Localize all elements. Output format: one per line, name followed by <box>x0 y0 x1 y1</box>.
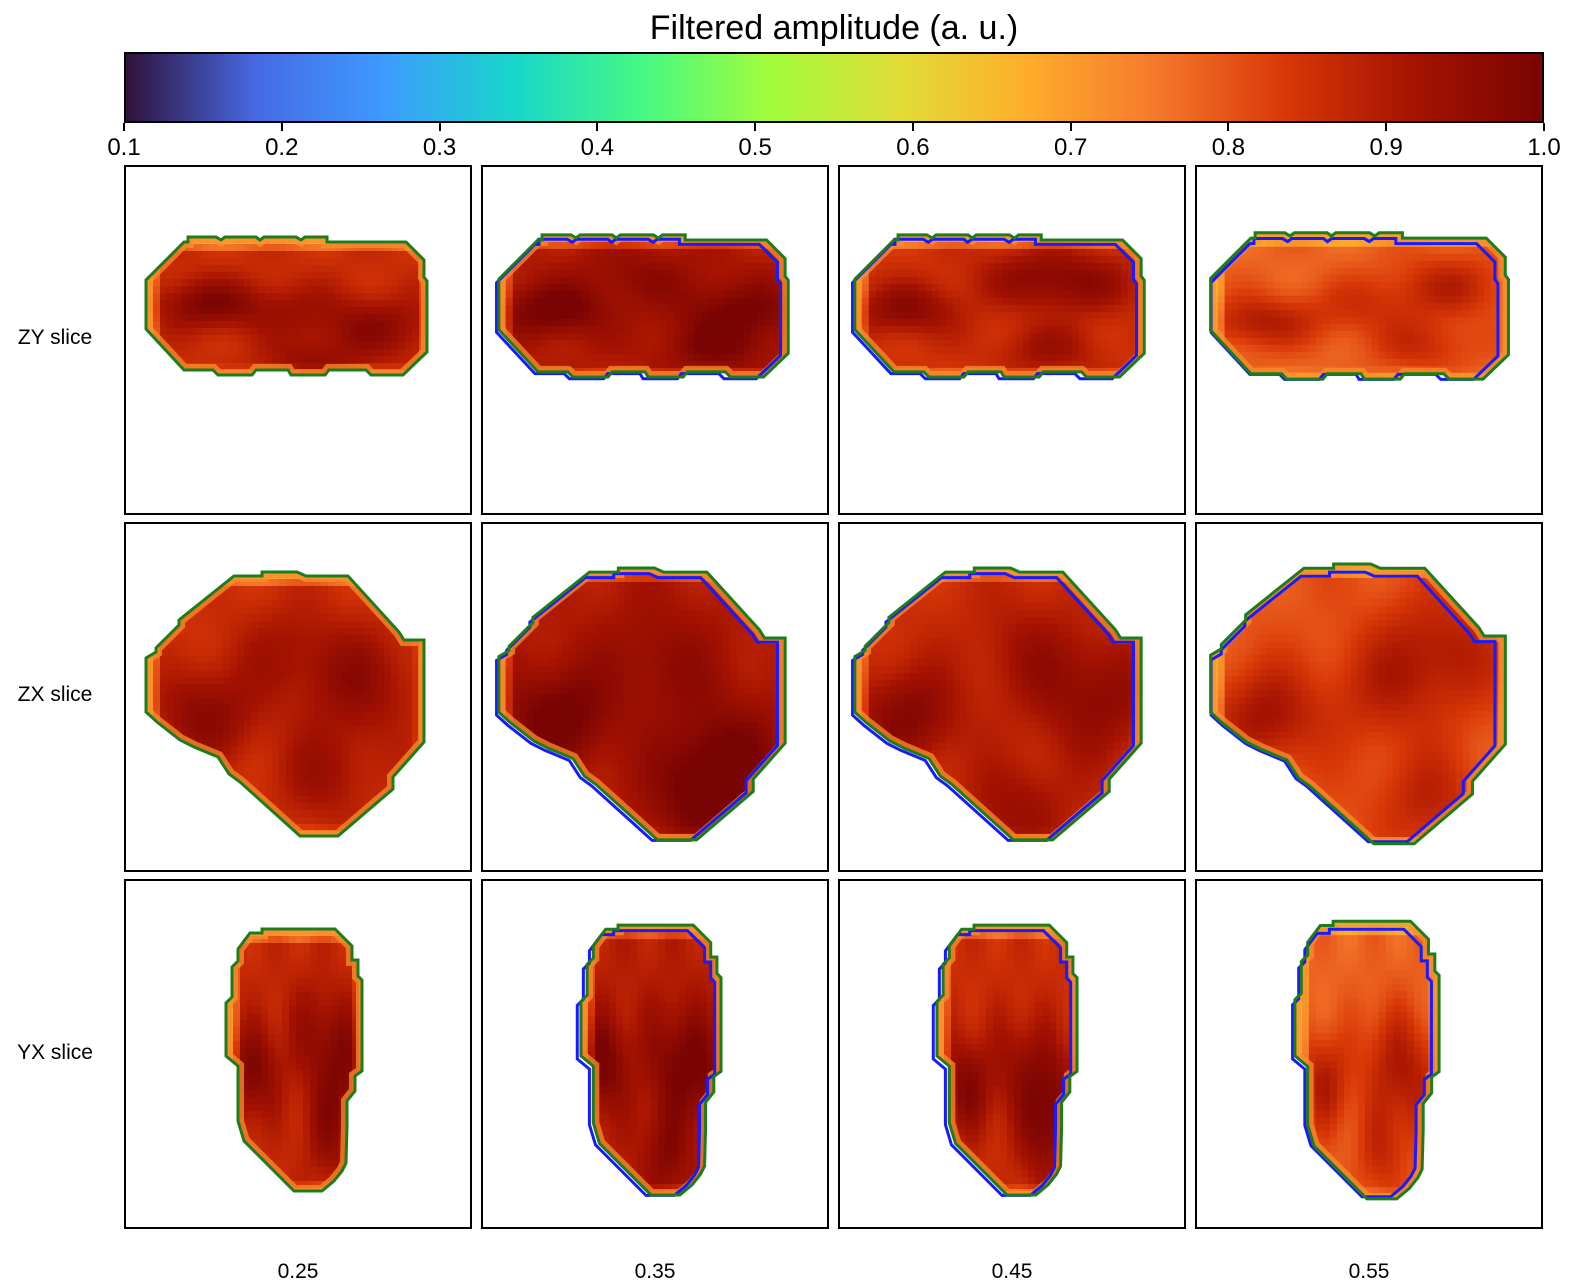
reconstruction-outline <box>579 923 723 1197</box>
reference-outline <box>1209 570 1497 844</box>
reconstruction-outline <box>224 927 364 1193</box>
panel-yx-0.55 <box>1195 879 1543 1229</box>
colorbar-tick-mark <box>438 123 441 131</box>
colorbar-tick-mark <box>596 123 599 131</box>
colorbar-tick-label: 0.9 <box>1369 134 1403 161</box>
colorbar-tick-label: 0.6 <box>896 134 930 161</box>
panel-zx-0.35 <box>481 522 829 872</box>
reconstruction-outline <box>853 566 1143 842</box>
panel-zy-0.45 <box>838 165 1186 515</box>
reference-outline <box>1291 927 1433 1199</box>
column-label-1: 0.25 <box>277 1260 319 1283</box>
amplitude-map <box>498 234 789 378</box>
column-label-4: 0.55 <box>1348 1260 1390 1283</box>
reconstruction-outline <box>497 233 790 379</box>
slice-image <box>1209 231 1510 381</box>
amplitude-map <box>1294 921 1440 1199</box>
panel-zy-0.25 <box>124 165 472 515</box>
slice-image <box>495 566 787 842</box>
reconstruction-outline <box>935 923 1079 1197</box>
colorbar-tick-label: 0.5 <box>738 134 772 161</box>
slice-image <box>224 927 364 1193</box>
colorbar-tick-label: 1.0 <box>1527 134 1561 161</box>
colorbar-tick-label: 0.4 <box>580 134 615 161</box>
colorbar-tick-label: 0.3 <box>422 134 457 161</box>
reconstruction-outline <box>144 235 429 377</box>
colorbar-tick-label: 0.1 <box>107 134 141 161</box>
reference-outline <box>931 929 1073 1197</box>
colorbar-tick-mark <box>1543 123 1545 131</box>
slice-image <box>495 233 790 381</box>
reference-outline <box>851 237 1138 381</box>
slice-image <box>851 233 1146 381</box>
slice-image <box>1291 919 1441 1201</box>
colorbar-tick-mark <box>911 123 914 131</box>
amplitude-map <box>1210 232 1509 380</box>
row-label-yx: YX slice <box>17 1041 93 1064</box>
panel-yx-0.35 <box>481 879 829 1229</box>
row-label-zx: ZX slice <box>17 683 93 706</box>
colorbar-tick-label: 0.7 <box>1053 134 1088 161</box>
colorbar-tick-mark <box>123 123 125 131</box>
colorbar-tick-mark <box>1227 123 1230 131</box>
colorbar-title: Filtered amplitude (a. u.) <box>649 9 1019 47</box>
column-label-3: 0.45 <box>991 1260 1033 1283</box>
reconstruction-outline <box>1209 231 1510 381</box>
colorbar-tick-mark <box>1069 123 1072 131</box>
row-label-zy: ZY slice <box>17 326 93 349</box>
reference-outline <box>1209 237 1500 381</box>
colorbar-tick-label: 0.2 <box>265 134 299 161</box>
reference-outline <box>495 237 782 381</box>
panel-yx-0.45 <box>838 879 1186 1229</box>
colorbar-tick-mark <box>280 123 283 131</box>
reconstruction-outline <box>497 566 787 842</box>
reconstruction-outline <box>144 570 426 838</box>
colorbar-tick-mark <box>754 123 757 131</box>
panel-zx-0.25 <box>124 522 472 872</box>
reconstruction-outline <box>853 233 1146 379</box>
colorbar <box>124 52 1544 123</box>
colorbar-tick-label: 0.8 <box>1211 134 1246 161</box>
panel-zy-0.35 <box>481 165 829 515</box>
amplitude-map <box>854 234 1145 378</box>
slice-image <box>851 566 1143 842</box>
panel-zy-0.55 <box>1195 165 1543 515</box>
slice-image <box>1209 562 1507 846</box>
slice-image <box>575 923 723 1197</box>
panel-yx-0.25 <box>124 879 472 1229</box>
panel-zx-0.55 <box>1195 522 1543 872</box>
colorbar-tick-mark <box>1385 123 1388 131</box>
amplitude-map <box>580 925 722 1195</box>
reconstruction-outline <box>1209 562 1507 846</box>
column-label-2: 0.35 <box>634 1260 676 1283</box>
reference-outline <box>575 929 717 1197</box>
slice-image <box>931 923 1079 1197</box>
slice-image <box>144 570 426 838</box>
panel-zx-0.45 <box>838 522 1186 872</box>
amplitude-map <box>146 237 427 375</box>
reconstruction-outline <box>1293 919 1441 1201</box>
amplitude-map <box>936 925 1078 1195</box>
slice-image <box>144 235 429 377</box>
